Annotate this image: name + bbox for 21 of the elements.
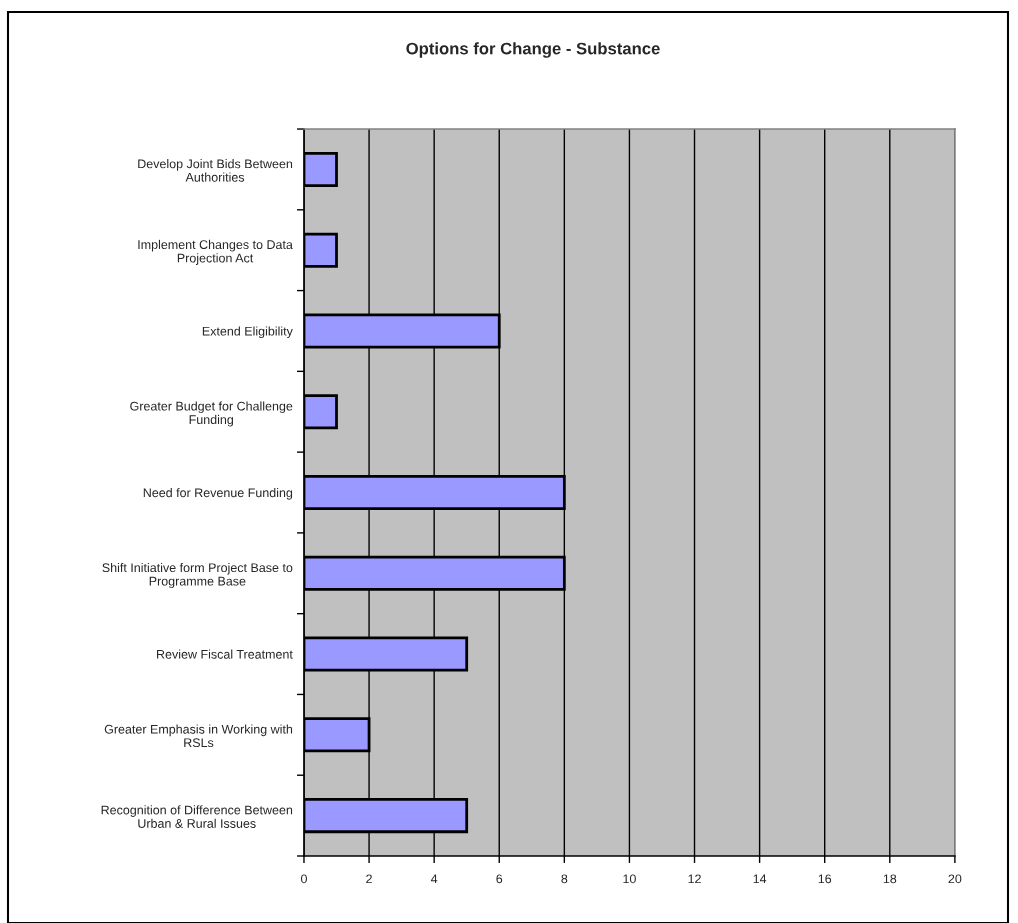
y-tick-label: Review Fiscal Treatment: [157, 649, 293, 659]
x-tick-label: 16: [818, 874, 832, 884]
x-tick-label: 4: [430, 874, 438, 884]
y-tick-label: Shift Initiative form Project Base to Programme Base: [102, 562, 293, 589]
chart-title: Options for Change - Substance: [406, 42, 660, 58]
y-tick-label: Greater Emphasis in Working with RSLs: [104, 724, 293, 748]
y-tick-label: Implement Changes to Data Projection Act: [138, 239, 293, 265]
y-tick-label: Recognition of Difference Between Urban & Rural Issues: [101, 805, 293, 828]
y-tick-label: Greater Budget for Challenge Funding: [130, 401, 293, 427]
x-tick-label: 8: [561, 874, 568, 884]
y-tick-label: Extend Eligibility: [202, 326, 293, 339]
x-tick-label: 14: [753, 874, 767, 884]
x-tick-label: 6: [496, 874, 503, 884]
x-tick-label: 12: [688, 874, 701, 884]
x-tick-label: 2: [366, 874, 372, 884]
y-tick-label: Need for Revenue Funding: [143, 487, 293, 500]
x-tick-label: 18: [883, 874, 897, 884]
x-tick-label: 0: [300, 874, 307, 884]
x-tick-label: 20: [948, 874, 962, 884]
x-tick-label: 10: [623, 874, 636, 884]
y-tick-label: Develop Joint Bids Between Authorities: [138, 159, 293, 182]
